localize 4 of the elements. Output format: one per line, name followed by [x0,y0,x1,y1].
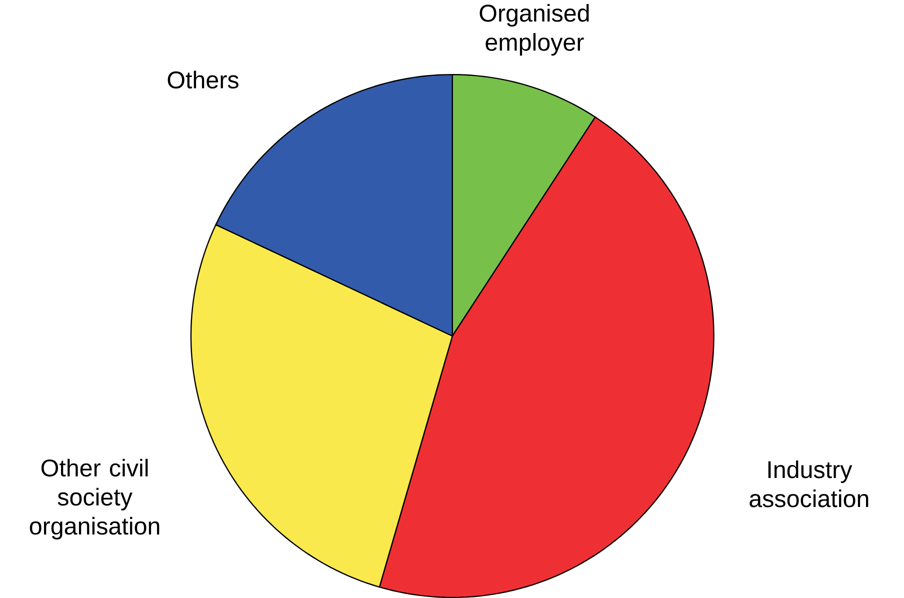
slice-label: Organised employer [480,4,589,56]
slice-label: Industry association [750,460,868,508]
slice-label: Others [168,70,238,88]
slice-label: Other civil society organisation [30,458,160,540]
